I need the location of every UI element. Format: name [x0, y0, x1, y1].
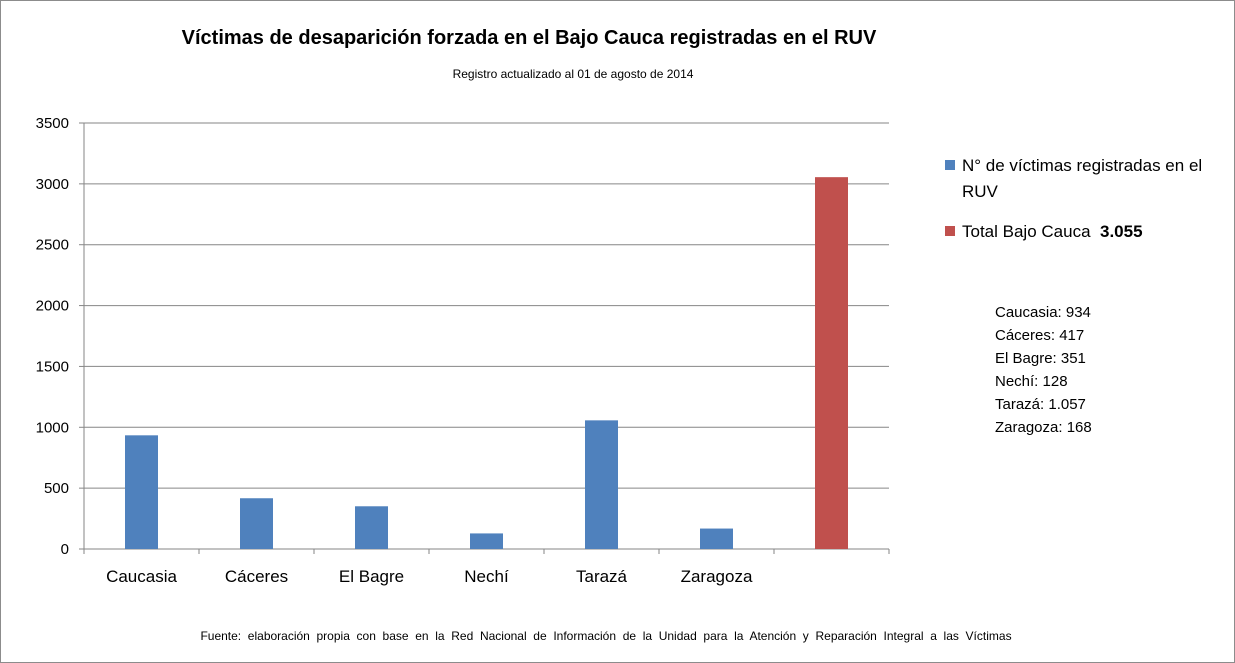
legend-swatch-red [945, 226, 955, 236]
bar [240, 498, 273, 549]
x-tick-label: El Bagre [339, 567, 404, 586]
bar [700, 528, 733, 549]
source-note: Fuente: elaboración propia con base en l… [200, 629, 1012, 643]
x-tick-label: Nechí [464, 567, 509, 586]
y-tick-label: 3000 [36, 176, 69, 193]
legend-label-municipios: N° de víctimas registradas en el RUV [962, 156, 1203, 201]
y-tick-label: 1500 [36, 358, 69, 375]
legend-label-total: Total Bajo Cauca [962, 222, 1096, 241]
bar [815, 177, 848, 550]
bar [125, 435, 158, 549]
note-line: Nechí: 128 [995, 373, 1068, 390]
bar [585, 420, 618, 549]
y-tick-label: 2500 [36, 237, 69, 254]
bar [355, 506, 388, 549]
y-tick-label: 2000 [36, 298, 69, 315]
note-line: El Bagre: 351 [995, 350, 1086, 367]
x-tick-label: Caucasia [106, 567, 177, 586]
x-tick-label: Tarazá [576, 567, 628, 586]
chart-legend: N° de víctimas registradas en el RUV Tot… [945, 153, 1225, 259]
legend-item-total: Total Bajo Cauca 3.055 [945, 219, 1225, 245]
note-line: Caucasia: 934 [995, 304, 1091, 321]
x-tick-label: Cáceres [225, 567, 288, 586]
y-tick-label: 0 [61, 541, 69, 558]
y-tick-label: 1000 [36, 419, 69, 436]
chart-title: Víctimas de desaparición forzada en el B… [181, 27, 877, 49]
note-line: Tarazá: 1.057 [995, 396, 1086, 413]
note-line: Cáceres: 417 [995, 327, 1085, 344]
chart-subtitle: Registro actualizado al 01 de agosto de … [452, 67, 694, 81]
legend-swatch-blue [945, 160, 955, 170]
y-tick-label: 3500 [36, 115, 69, 132]
legend-total-value: 3.055 [1099, 222, 1143, 241]
y-tick-label: 500 [44, 480, 69, 497]
x-tick-label: Zaragoza [681, 567, 753, 586]
municipality-values-note: Caucasia: 934 Cáceres: 417 El Bagre: 351… [995, 301, 1092, 439]
note-line: Zaragoza: 168 [995, 419, 1092, 436]
legend-item-municipios: N° de víctimas registradas en el RUV [945, 153, 1225, 205]
bar [470, 533, 503, 549]
